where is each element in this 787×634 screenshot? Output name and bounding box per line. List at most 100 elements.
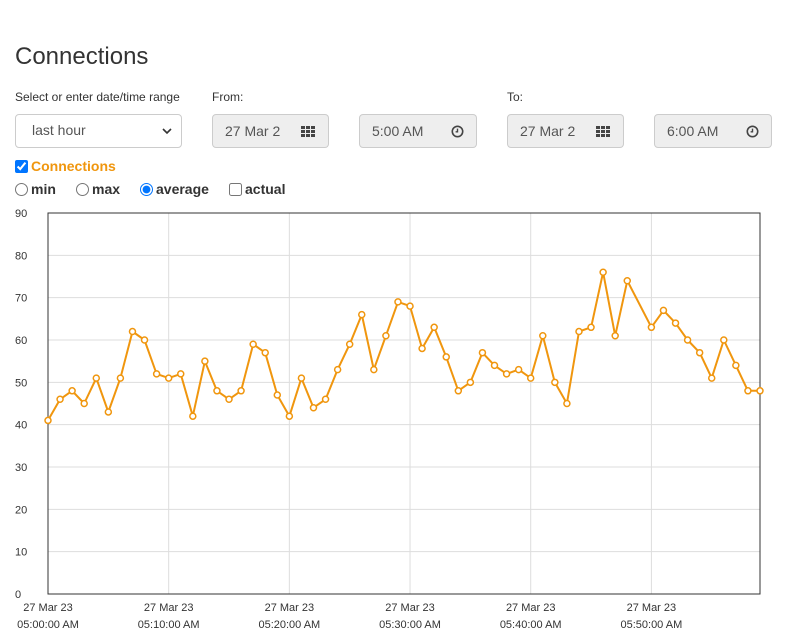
from-time-input[interactable]: 5:00 AM bbox=[359, 114, 440, 148]
data-point bbox=[526, 374, 535, 382]
plot-frame bbox=[47, 212, 761, 595]
actual-checkbox-label: actual bbox=[245, 181, 286, 197]
connections-toggle: Connections bbox=[15, 158, 116, 174]
data-point bbox=[116, 374, 125, 382]
data-point bbox=[201, 357, 209, 365]
x-tick-label-time: 05:40:00 AM bbox=[500, 619, 562, 631]
data-point bbox=[309, 403, 318, 412]
data-point bbox=[370, 365, 378, 374]
x-tick-label-date: 27 Mar 23 bbox=[144, 602, 194, 614]
data-point bbox=[394, 298, 402, 306]
data-point bbox=[551, 378, 559, 387]
chart-grid bbox=[48, 213, 760, 594]
mode-average: average bbox=[140, 181, 209, 197]
data-point bbox=[744, 387, 752, 395]
x-tick-label-date: 27 Mar 23 bbox=[506, 602, 556, 614]
data-point bbox=[539, 332, 547, 340]
mode-max-radio[interactable] bbox=[76, 182, 89, 196]
data-point bbox=[756, 387, 764, 395]
data-point bbox=[358, 310, 366, 319]
mode-average-radio[interactable] bbox=[140, 182, 153, 196]
mode-min-radio[interactable] bbox=[15, 182, 28, 196]
data-point bbox=[285, 412, 294, 420]
data-point bbox=[140, 336, 149, 344]
data-point bbox=[176, 370, 185, 378]
connections-checkbox[interactable] bbox=[15, 159, 28, 173]
page-title: Connections bbox=[15, 43, 149, 70]
data-point bbox=[623, 276, 632, 285]
data-point bbox=[442, 353, 450, 361]
data-point bbox=[152, 370, 161, 378]
to-date-value: 27 Mar 2 bbox=[520, 123, 576, 139]
to-time-value: 6:00 AM bbox=[667, 123, 719, 139]
data-point bbox=[599, 268, 607, 277]
from-date-input[interactable]: 27 Mar 2 bbox=[212, 114, 288, 148]
data-point bbox=[683, 336, 692, 344]
actual-checkbox[interactable] bbox=[229, 182, 242, 196]
mode-max-label: max bbox=[92, 181, 121, 197]
x-tick-label-time: 05:00:00 AM bbox=[17, 619, 79, 631]
data-point bbox=[345, 340, 354, 348]
data-point bbox=[44, 416, 52, 425]
x-tick-label-date: 27 Mar 23 bbox=[265, 602, 315, 614]
x-tick-label-date: 27 Mar 23 bbox=[385, 602, 435, 614]
data-point bbox=[128, 327, 137, 336]
y-tick-label: 60 bbox=[15, 335, 27, 347]
range-select[interactable]: last hour bbox=[15, 114, 182, 148]
data-point bbox=[732, 361, 740, 370]
data-point bbox=[466, 378, 475, 387]
data-point bbox=[104, 408, 113, 416]
from-date-picker-button[interactable] bbox=[287, 114, 329, 148]
x-tick-label-date: 27 Mar 23 bbox=[23, 602, 73, 614]
data-point bbox=[261, 348, 269, 357]
chart-series bbox=[44, 268, 764, 425]
from-time-picker-button[interactable] bbox=[439, 114, 477, 148]
calendar-grid-icon bbox=[595, 125, 610, 137]
from-time-value: 5:00 AM bbox=[372, 123, 424, 139]
data-point bbox=[587, 323, 595, 332]
clock-icon bbox=[746, 125, 759, 137]
data-point bbox=[213, 387, 221, 395]
data-point bbox=[502, 370, 511, 378]
y-tick-label: 30 bbox=[15, 462, 27, 474]
x-tick-label-time: 05:10:00 AM bbox=[138, 619, 200, 631]
mode-average-label: average bbox=[156, 181, 209, 197]
data-point bbox=[68, 387, 76, 395]
chart-axes: 0 10 20 30 40 50 60 70 80 90 27 Mar 23 05:00:00 AM 2… bbox=[15, 208, 761, 631]
from-date-value: 27 Mar 2 bbox=[225, 123, 281, 139]
x-tick-label-date: 27 Mar 23 bbox=[627, 602, 677, 614]
to-time-picker-button[interactable] bbox=[734, 114, 772, 148]
data-point bbox=[249, 340, 257, 348]
series-line bbox=[47, 271, 760, 421]
data-point bbox=[430, 323, 438, 332]
mode-min-label: min bbox=[31, 181, 56, 197]
data-point bbox=[225, 395, 233, 404]
data-point bbox=[490, 361, 499, 370]
data-point bbox=[514, 365, 523, 374]
data-point bbox=[695, 348, 704, 357]
y-tick-label: 0 bbox=[15, 589, 21, 601]
data-point bbox=[418, 344, 426, 353]
to-date-picker-button[interactable] bbox=[582, 114, 624, 148]
connections-checkbox-label: Connections bbox=[31, 158, 116, 174]
data-point bbox=[478, 348, 487, 357]
y-tick-label: 90 bbox=[15, 208, 27, 220]
data-point bbox=[720, 336, 728, 344]
y-tick-label: 40 bbox=[15, 420, 27, 432]
y-tick-label: 50 bbox=[15, 377, 27, 389]
data-point bbox=[273, 391, 282, 399]
chevron-down-icon bbox=[162, 128, 172, 135]
to-time-input[interactable]: 6:00 AM bbox=[654, 114, 735, 148]
actual-toggle: actual bbox=[229, 181, 285, 197]
y-tick-label: 20 bbox=[15, 504, 27, 516]
data-point bbox=[659, 306, 668, 315]
data-point bbox=[707, 374, 716, 382]
x-tick-label-time: 05:30:00 AM bbox=[379, 619, 441, 631]
data-point bbox=[80, 399, 88, 408]
data-point bbox=[92, 374, 101, 382]
calendar-grid-icon bbox=[300, 125, 315, 137]
y-tick-label: 80 bbox=[15, 250, 27, 262]
data-point bbox=[189, 412, 197, 420]
to-date-input[interactable]: 27 Mar 2 bbox=[507, 114, 583, 148]
data-point bbox=[333, 365, 342, 374]
